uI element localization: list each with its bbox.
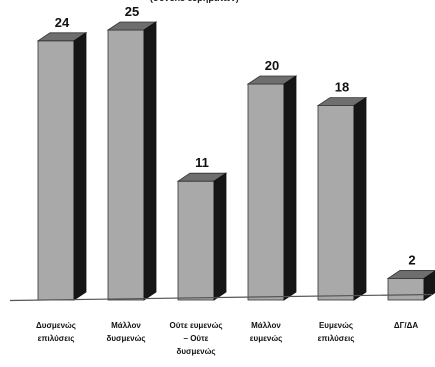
data-label-2: 25: [125, 4, 139, 19]
x-tick-label-3: Ούτε ευμενώς – Ούτε δυσμενώς: [170, 321, 223, 356]
bar-side-4: [283, 75, 297, 301]
data-label-5: 18: [335, 80, 349, 95]
x-tick-label-line: Μάλλον: [111, 321, 141, 330]
bar-front-4: [247, 83, 285, 301]
x-tick-label-line: Μάλλον: [251, 321, 281, 330]
data-label-6: 2: [408, 252, 415, 267]
bar-side-1: [73, 32, 87, 301]
x-axis: [9, 293, 433, 302]
bars-layer: [36, 21, 435, 301]
x-tick-label-2: Μάλλον δυσμενώς: [106, 321, 145, 343]
x-tick-label-line: επιλύσεις: [38, 334, 75, 343]
bar-top-6: [386, 269, 435, 279]
bar-2: [106, 21, 158, 301]
data-label-3: 11: [195, 155, 209, 170]
bar-1: [36, 32, 88, 301]
x-tick-label-line: δυσμενώς: [176, 347, 215, 356]
x-tick-label-line: δυσμενώς: [106, 334, 145, 343]
labels-layer: 24 Δυσμενώς επιλύσεις 25 Μάλλον δυσμενώς 11 Ούτ…: [36, 4, 418, 356]
bar-front-5: [317, 105, 355, 301]
x-tick-label-line: Δυσμενώς: [36, 321, 76, 330]
x-tick-label-6: ΔΓ/ΔΑ: [394, 321, 419, 330]
bar-side-5: [353, 96, 367, 301]
x-tick-label-4: Μάλλον ευμενώς: [250, 321, 283, 343]
chart-subtitle: (συνολο ευρηματων): [150, 0, 280, 9]
bar-4: [246, 75, 298, 301]
x-tick-label-line: ευμενώς: [250, 334, 283, 343]
data-label-1: 24: [55, 15, 70, 30]
bar-front-1: [37, 40, 75, 301]
bar-front-2: [107, 29, 145, 301]
data-label-4: 20: [265, 58, 279, 73]
bar-3: [176, 172, 228, 301]
bar-side-6: [423, 270, 435, 301]
x-tick-label-1: Δυσμενώς επιλύσεις: [36, 321, 76, 343]
x-tick-label-line: – Ούτε: [184, 334, 209, 343]
x-tick-label-line: ΔΓ/ΔΑ: [394, 321, 419, 330]
bar-side-2: [143, 21, 157, 301]
x-tick-label-5: Ευμενώς επιλύσεις: [318, 321, 355, 343]
x-tick-label-line: Ούτε ευμενώς: [170, 321, 223, 330]
x-tick-label-line: Ευμενώς: [319, 321, 353, 330]
x-axis-line: [9, 293, 433, 302]
bar-front-6: [387, 277, 425, 301]
x-tick-label-line: επιλύσεις: [318, 334, 355, 343]
bar-side-3: [213, 172, 227, 301]
bar-front-3: [177, 180, 215, 301]
bar-5: [316, 96, 368, 301]
